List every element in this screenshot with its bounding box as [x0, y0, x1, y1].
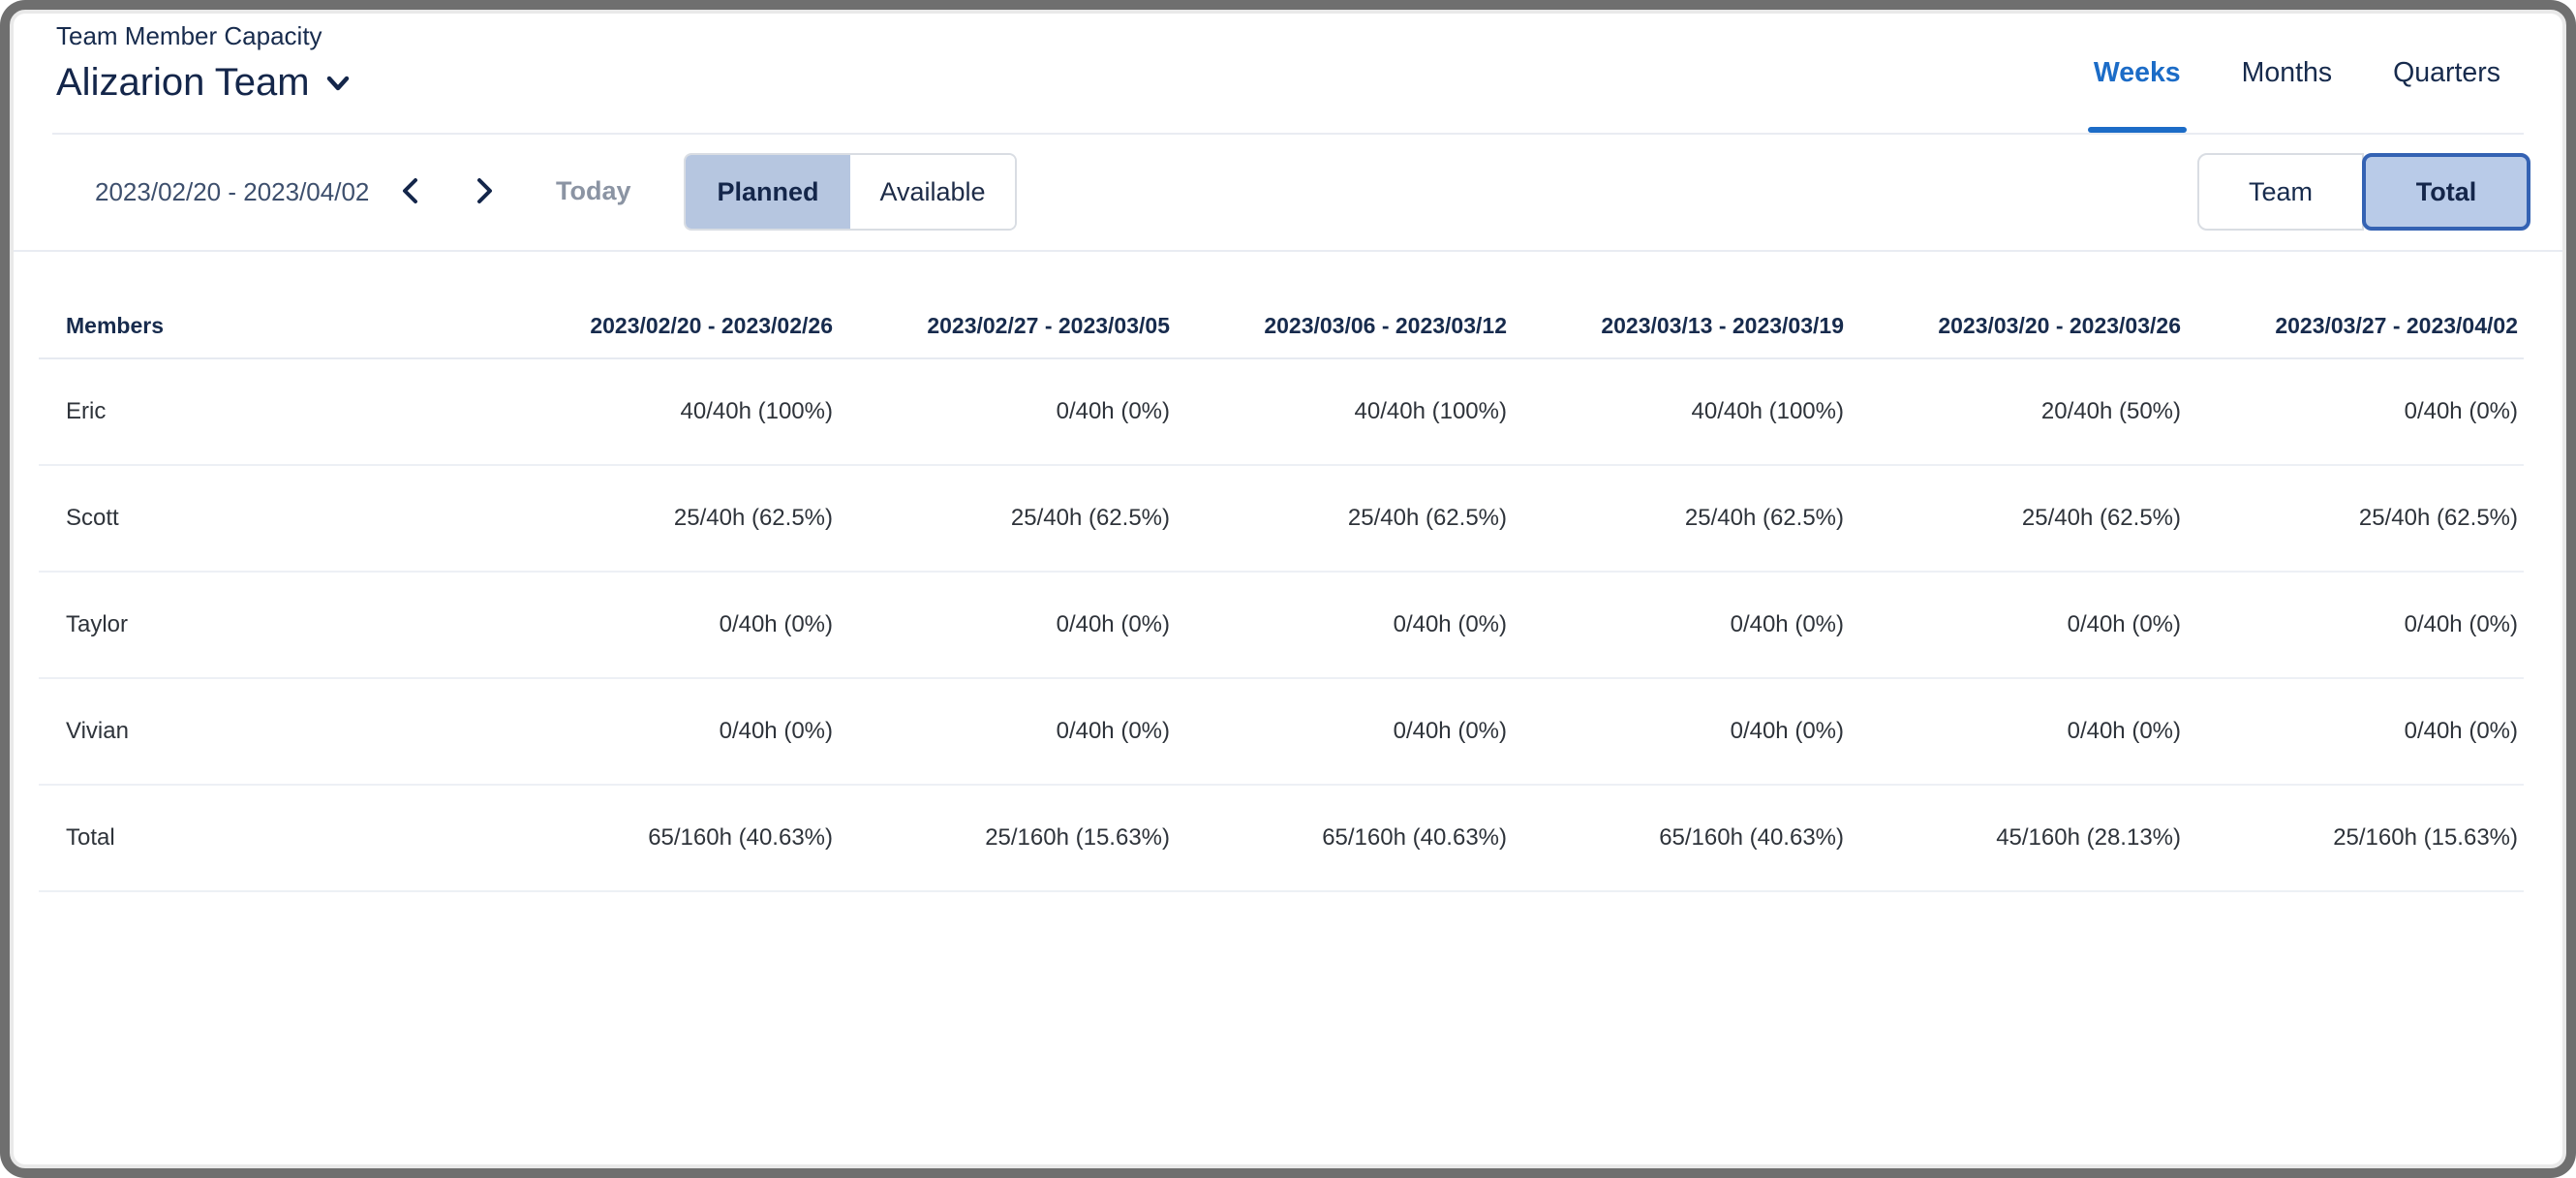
- tab-weeks[interactable]: Weeks: [2087, 57, 2187, 133]
- total-row: Total 65/160h (40.63%) 25/160h (15.63%) 65/…: [39, 785, 2524, 892]
- chevron-down-icon: [323, 68, 353, 97]
- capacity-cell: 0/40h (0%): [1513, 678, 1850, 786]
- member-name: Taylor: [39, 572, 502, 679]
- capacity-cell: 25/160h (15.63%): [839, 785, 1176, 892]
- capacity-cell: 0/40h (0%): [839, 358, 1176, 466]
- title-block: Team Member Capacity Alizarion Team: [56, 19, 353, 107]
- total-button[interactable]: Total: [2362, 153, 2530, 231]
- member-name: Scott: [39, 465, 502, 573]
- capacity-cell: 0/40h (0%): [1176, 572, 1513, 679]
- date-range-label: 2023/02/20 - 2023/04/02: [95, 177, 370, 206]
- week-column-header-6: 2023/03/27 - 2023/04/02: [2187, 300, 2524, 359]
- table-row: Scott 25/40h (62.5%) 25/40h (62.5%) 25/40h …: [39, 465, 2524, 573]
- table-header-row: Members 2023/02/20 - 2023/02/26 2023/02/27…: [39, 300, 2524, 359]
- capacity-cell: 25/40h (62.5%): [1513, 465, 1850, 573]
- capacity-cell: 25/40h (62.5%): [839, 465, 1176, 573]
- planned-button[interactable]: Planned: [686, 155, 850, 229]
- week-column-header-5: 2023/03/20 - 2023/03/26: [1850, 300, 2187, 359]
- capacity-table: Members 2023/02/20 - 2023/02/26 2023/02/27…: [39, 300, 2524, 892]
- capacity-cell: 25/40h (62.5%): [1176, 465, 1513, 573]
- team-name: Alizarion Team: [56, 61, 310, 104]
- capacity-cell: 0/40h (0%): [1850, 572, 2187, 679]
- team-button[interactable]: Team: [2197, 153, 2364, 231]
- chevron-left-icon: [399, 176, 422, 208]
- team-total-toggle: Team Total: [2197, 153, 2530, 231]
- capacity-cell: 40/40h (100%): [1176, 358, 1513, 466]
- member-name: Total: [39, 785, 502, 892]
- capacity-cell: 0/40h (0%): [1176, 678, 1513, 786]
- page-title: Team Member Capacity: [56, 21, 322, 50]
- table-row: Eric 40/40h (100%) 0/40h (0%) 40/40h (100%)…: [39, 358, 2524, 466]
- next-period-button[interactable]: [457, 165, 511, 219]
- week-column-header-4: 2023/03/13 - 2023/03/19: [1513, 300, 1850, 359]
- capacity-panel: Team Member Capacity Alizarion Team Week…: [10, 10, 2566, 1168]
- member-name: Vivian: [39, 678, 502, 786]
- capacity-cell: 25/40h (62.5%): [1850, 465, 2187, 573]
- capacity-cell: 65/160h (40.63%): [1513, 785, 1850, 892]
- capacity-cell: 0/40h (0%): [1513, 572, 1850, 679]
- capacity-cell: 40/40h (100%): [502, 358, 839, 466]
- capacity-cell: 65/160h (40.63%): [1176, 785, 1513, 892]
- week-column-header-2: 2023/02/27 - 2023/03/05: [839, 300, 1176, 359]
- capacity-cell: 0/40h (0%): [502, 678, 839, 786]
- tab-quarters[interactable]: Quarters: [2393, 57, 2500, 88]
- capacity-cell: 25/40h (62.5%): [502, 465, 839, 573]
- tab-months[interactable]: Months: [2241, 57, 2333, 88]
- capacity-cell: 25/160h (15.63%): [2187, 785, 2524, 892]
- chevron-right-icon: [473, 176, 496, 208]
- capacity-cell: 45/160h (28.13%): [1850, 785, 2187, 892]
- previous-period-button[interactable]: [383, 165, 438, 219]
- capacity-cell: 0/40h (0%): [502, 572, 839, 679]
- planned-available-toggle: Planned Available: [684, 153, 1017, 231]
- period-tabs: Weeks Months Quarters: [2087, 56, 2500, 133]
- capacity-cell: 25/40h (62.5%): [2187, 465, 2524, 573]
- capacity-cell: 0/40h (0%): [839, 572, 1176, 679]
- capacity-cell: 65/160h (40.63%): [502, 785, 839, 892]
- table-row: Taylor 0/40h (0%) 0/40h (0%) 0/40h (0%) 0/40…: [39, 572, 2524, 679]
- capacity-cell: 0/40h (0%): [839, 678, 1176, 786]
- member-name: Eric: [39, 358, 502, 466]
- week-column-header-3: 2023/03/06 - 2023/03/12: [1176, 300, 1513, 359]
- capacity-cell: 20/40h (50%): [1850, 358, 2187, 466]
- capacity-cell: 0/40h (0%): [2187, 572, 2524, 679]
- capacity-cell: 0/40h (0%): [2187, 358, 2524, 466]
- team-selector-dropdown[interactable]: Alizarion Team: [56, 58, 353, 107]
- capacity-cell: 0/40h (0%): [2187, 678, 2524, 786]
- available-button[interactable]: Available: [850, 155, 1015, 229]
- header-divider: [52, 133, 2524, 135]
- table-row: Vivian 0/40h (0%) 0/40h (0%) 0/40h (0%) 0/40…: [39, 678, 2524, 786]
- capacity-cell: 40/40h (100%): [1513, 358, 1850, 466]
- members-column-header: Members: [39, 300, 502, 359]
- toolbar-divider: [14, 250, 2562, 252]
- capacity-cell: 0/40h (0%): [1850, 678, 2187, 786]
- today-button[interactable]: Today: [556, 176, 631, 205]
- week-column-header-1: 2023/02/20 - 2023/02/26: [502, 300, 839, 359]
